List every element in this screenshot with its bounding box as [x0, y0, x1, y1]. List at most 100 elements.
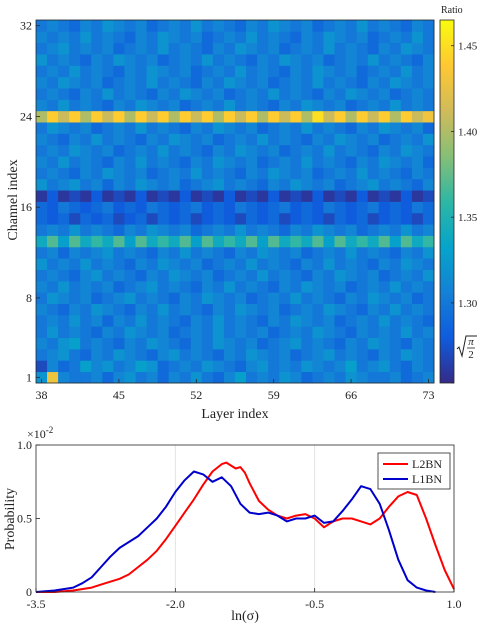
heatmap-cell — [47, 144, 59, 157]
heatmap-cell — [223, 371, 236, 384]
heatmap-cell — [257, 314, 269, 327]
heatmap-cell — [312, 178, 324, 191]
heatmap-cell — [389, 303, 402, 316]
heatmap-cell — [146, 133, 159, 146]
heatmap-cell — [168, 326, 181, 339]
heatmap-cell — [102, 167, 114, 180]
heatmap-cell — [257, 99, 269, 112]
heatmap-cell — [411, 133, 424, 146]
heatmap-cell — [113, 269, 125, 282]
heatmap-cell — [168, 360, 181, 373]
heatmap-cell — [268, 314, 280, 327]
heatmap-cell — [257, 303, 269, 316]
heatmap-cell — [47, 42, 59, 55]
heatmap-cell — [80, 190, 92, 202]
heatmap-cell — [400, 201, 413, 214]
heatmap-cell — [135, 258, 147, 270]
heatmap-cell — [168, 212, 181, 225]
heatmap-cell — [179, 99, 192, 112]
heatmap-cell — [367, 201, 380, 214]
heatmap-cell — [168, 269, 181, 282]
heatmap-cell — [157, 156, 170, 168]
heatmap-cell — [168, 246, 181, 259]
heatmap-cell — [190, 337, 203, 350]
heatmap-cell — [157, 246, 170, 259]
heatmap-cell — [47, 303, 59, 316]
heatmap-cell — [378, 224, 391, 236]
heatmap-cell — [312, 144, 324, 157]
heatmap-cell — [378, 326, 391, 339]
heatmap-cell — [345, 31, 358, 44]
heatmap-cell — [279, 20, 291, 32]
heatmap-cell — [157, 178, 170, 191]
heatmap-cell — [345, 303, 358, 316]
heatmap-cell — [422, 144, 435, 157]
x-tick-label: 1.0 — [447, 597, 462, 611]
heatmap-cell — [135, 326, 147, 339]
heatmap-cell — [400, 122, 413, 134]
heatmap-cell — [367, 212, 380, 225]
heatmap-cell — [201, 371, 214, 384]
heatmap-cell — [323, 42, 335, 55]
heatmap-cell — [58, 190, 70, 202]
heatmap-cell — [102, 371, 114, 384]
heatmap-cell — [36, 314, 48, 327]
heatmap-cell — [411, 42, 424, 55]
heatmap-cell — [268, 360, 280, 373]
heatmap-cell — [80, 314, 92, 327]
heatmap-cell — [246, 303, 258, 316]
heatmap-cell — [301, 337, 313, 350]
heatmap-cell — [378, 258, 391, 270]
heatmap-cell — [91, 99, 103, 112]
heatmap-cell — [334, 99, 346, 112]
heatmap-cell — [367, 337, 380, 350]
heatmap-cell — [36, 42, 48, 55]
heatmap-cell — [36, 337, 48, 350]
heatmap-cell — [201, 144, 214, 157]
heatmap-cell — [168, 348, 181, 361]
heatmap-cell — [411, 326, 424, 339]
heatmap-cell — [356, 246, 369, 259]
heatmap-cell — [257, 326, 269, 339]
heatmap-cell — [157, 224, 170, 236]
heatmap-cell — [58, 76, 70, 89]
heatmap-cell — [212, 88, 225, 100]
heatmap-cell — [102, 269, 114, 282]
heatmap-cell — [389, 99, 402, 112]
heatmap-cell — [378, 303, 391, 316]
heatmap-cell — [223, 258, 236, 270]
heatmap-cell — [301, 65, 313, 78]
heatmap-cell — [91, 144, 103, 157]
heatmap-cell — [334, 348, 346, 361]
heatmap-cell — [422, 348, 435, 361]
sqrt-radical-sign — [456, 335, 477, 358]
colorbar-tick-label: 1.30 — [458, 298, 478, 310]
heatmap-cell — [235, 144, 247, 157]
heatmap-cell — [290, 110, 302, 123]
heatmap-cell — [58, 326, 70, 339]
heatmap-cell — [268, 201, 280, 214]
heatmap-cell — [422, 122, 435, 134]
heatmap-cell — [80, 269, 92, 282]
heatmap-cell — [356, 88, 369, 100]
heatmap-cell — [301, 88, 313, 100]
heatmap-cell — [91, 371, 103, 384]
heatmap-cell — [69, 212, 81, 225]
heatmap-cell — [36, 269, 48, 282]
heatmap-cell — [235, 246, 247, 259]
heatmap-cell — [146, 303, 159, 316]
heatmap-cell — [201, 348, 214, 361]
heatmap-cell — [190, 190, 203, 202]
heatmap-cell — [168, 110, 181, 123]
heatmap-cell — [212, 167, 225, 180]
heatmap-cell — [279, 122, 291, 134]
heatmap-cell — [69, 326, 81, 339]
heatmap-cell — [323, 348, 335, 361]
heatmap-cell — [356, 20, 369, 32]
heatmap-cell — [80, 348, 92, 361]
heatmap-cell — [323, 76, 335, 89]
heatmap-cell — [80, 212, 92, 225]
heatmap-cell — [246, 54, 258, 66]
heatmap-cell — [80, 65, 92, 78]
heatmap-cell — [113, 280, 125, 293]
